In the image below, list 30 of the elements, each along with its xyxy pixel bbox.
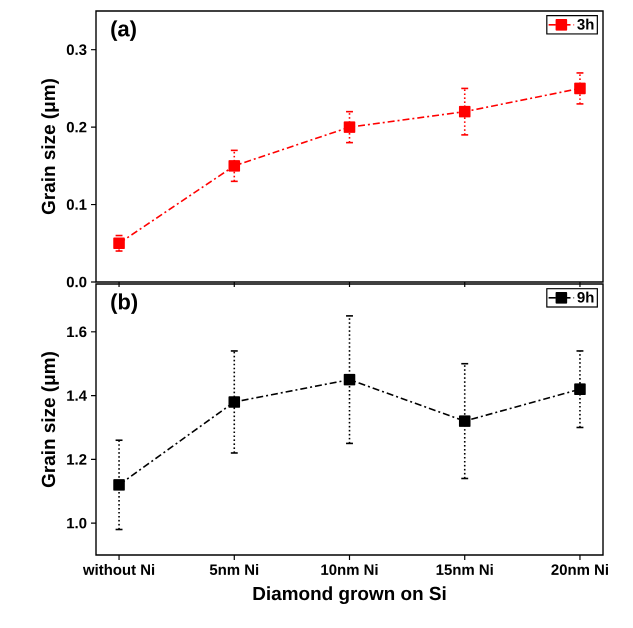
y-axis-title: Grain size (μm) [41, 352, 59, 488]
legend-label: 3h [577, 18, 594, 30]
point [113, 238, 125, 250]
point [113, 479, 125, 491]
annotation: (b) [111, 293, 138, 314]
point [228, 160, 240, 172]
x-tick-label: 10nm Ni [321, 564, 378, 575]
x-tick-label: 5nm Ni [210, 564, 258, 575]
point [458, 415, 471, 427]
y-tick-label: 0.1 [66, 199, 87, 210]
point [344, 121, 356, 133]
x-tick-label: without Ni [82, 564, 154, 575]
y-tick-label: 1.0 [67, 518, 86, 528]
point [574, 383, 586, 395]
y-tick-label: 0.2 [66, 122, 86, 132]
y-tick-label: 1.4 [67, 390, 87, 401]
y-axis-title: Grain size (μm) [41, 79, 59, 214]
point [574, 82, 586, 94]
x-axis-title: Diamond grown on Si [253, 586, 446, 604]
point [228, 396, 240, 408]
x-tick-label: 15nm Ni [436, 564, 493, 575]
annotation: (a) [111, 20, 136, 41]
y-tick-label: 0.0 [66, 276, 86, 288]
x-tick-label: 20nm Ni [551, 564, 608, 575]
y-tick-label: 1.6 [67, 326, 86, 338]
y-tick-label: 1.2 [67, 454, 86, 465]
point [458, 106, 471, 118]
point [344, 374, 356, 386]
legend-label: 9h [577, 292, 594, 303]
y-tick-label: 0.3 [66, 44, 86, 56]
